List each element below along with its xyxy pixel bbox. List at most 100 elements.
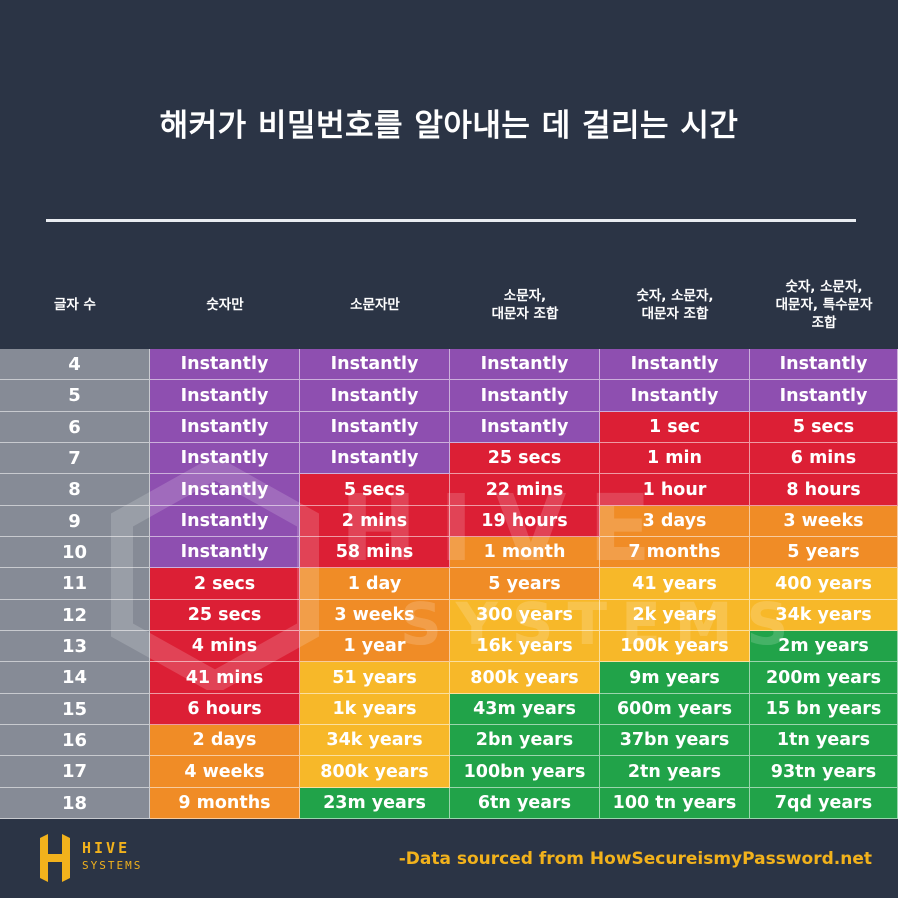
column-header-4: 숫자, 소문자, 대문자 조합 bbox=[636, 288, 714, 322]
table-cell: 23m years bbox=[300, 788, 450, 819]
table-cell: Instantly bbox=[600, 380, 750, 412]
table-cell: 34k years bbox=[750, 600, 898, 631]
table-cell: 7 months bbox=[600, 537, 750, 568]
table-cell: 1 hour bbox=[600, 474, 750, 506]
table-cell: 5 secs bbox=[300, 474, 450, 506]
table-cell: 1 month bbox=[450, 537, 600, 568]
table-cell: 800k years bbox=[450, 662, 600, 694]
table-cell: 6 mins bbox=[750, 443, 898, 474]
table-cell: 41 years bbox=[600, 568, 750, 600]
table-cell: 3 days bbox=[600, 506, 750, 537]
column-header-3: 소문자, 대문자 조합 bbox=[491, 288, 559, 322]
table-cell: Instantly bbox=[150, 349, 300, 380]
table-cell: 200m years bbox=[750, 662, 898, 694]
table-cell: 2 secs bbox=[150, 568, 300, 600]
table-cell: Instantly bbox=[150, 474, 300, 506]
table-cell: 7qd years bbox=[750, 788, 898, 819]
table-cell: 4 mins bbox=[150, 631, 300, 662]
row-label: 11 bbox=[0, 568, 150, 600]
table-cell: 1 year bbox=[300, 631, 450, 662]
row-label: 16 bbox=[0, 725, 150, 756]
column-header-1: 숫자만 bbox=[206, 297, 244, 313]
table-cell: 6 hours bbox=[150, 694, 300, 725]
table-cell: 2 days bbox=[150, 725, 300, 756]
table-cell: 25 secs bbox=[150, 600, 300, 631]
table-cell: 34k years bbox=[300, 725, 450, 756]
table-cell: Instantly bbox=[150, 537, 300, 568]
table-cell: 1k years bbox=[300, 694, 450, 725]
table-cell: 2k years bbox=[600, 600, 750, 631]
table-cell: Instantly bbox=[450, 412, 600, 443]
table-cell: 6tn years bbox=[450, 788, 600, 819]
table-cell: 93tn years bbox=[750, 756, 898, 788]
table-cell: Instantly bbox=[300, 443, 450, 474]
table-cell: 100bn years bbox=[450, 756, 600, 788]
row-label: 4 bbox=[0, 349, 150, 380]
table-cell: 25 secs bbox=[450, 443, 600, 474]
chart-title: 해커가 비밀번호를 알아내는 데 걸리는 시간 bbox=[159, 108, 739, 144]
password-table: 4 Instantly Instantly Instantly Instantly Ins… bbox=[0, 349, 898, 819]
table-cell: 3 weeks bbox=[750, 506, 898, 537]
table-cell: 1 sec bbox=[600, 412, 750, 443]
table-cell: 41 mins bbox=[150, 662, 300, 694]
column-header-5: 숫자, 소문자, 대문자, 특수문자 조합 bbox=[775, 279, 873, 331]
column-header-2: 소문자만 bbox=[350, 297, 400, 313]
row-label: 14 bbox=[0, 662, 150, 694]
row-label: 7 bbox=[0, 443, 150, 474]
row-label: 15 bbox=[0, 694, 150, 725]
row-label: 8 bbox=[0, 474, 150, 506]
table-cell: Instantly bbox=[150, 443, 300, 474]
table-cell: Instantly bbox=[750, 349, 898, 380]
table-cell: 15 bn years bbox=[750, 694, 898, 725]
data-source: -Data sourced from HowSecureismyPassword… bbox=[398, 849, 872, 869]
table-cell: 800k years bbox=[300, 756, 450, 788]
row-label: 18 bbox=[0, 788, 150, 819]
table-cell: 37bn years bbox=[600, 725, 750, 756]
table-cell: 5 secs bbox=[750, 412, 898, 443]
title-divider bbox=[46, 219, 856, 222]
logo-subtitle: SYSTEMS bbox=[82, 859, 143, 872]
table-cell: Instantly bbox=[450, 380, 600, 412]
table-cell: Instantly bbox=[150, 506, 300, 537]
table-cell: 9 months bbox=[150, 788, 300, 819]
table-cell: 51 years bbox=[300, 662, 450, 694]
table-cell: 2tn years bbox=[600, 756, 750, 788]
table-cell: 8 hours bbox=[750, 474, 898, 506]
table-cell: Instantly bbox=[750, 380, 898, 412]
row-label: 13 bbox=[0, 631, 150, 662]
table-cell: Instantly bbox=[150, 412, 300, 443]
table-cell: Instantly bbox=[600, 349, 750, 380]
table-cell: 1 day bbox=[300, 568, 450, 600]
table-cell: Instantly bbox=[150, 380, 300, 412]
table-cell: 58 mins bbox=[300, 537, 450, 568]
row-label: 10 bbox=[0, 537, 150, 568]
table-cell: 600m years bbox=[600, 694, 750, 725]
row-label: 17 bbox=[0, 756, 150, 788]
row-label: 9 bbox=[0, 506, 150, 537]
row-label: 5 bbox=[0, 380, 150, 412]
table-cell: 19 hours bbox=[450, 506, 600, 537]
table-cell: Instantly bbox=[450, 349, 600, 380]
row-label: 12 bbox=[0, 600, 150, 631]
table-cell: Instantly bbox=[300, 380, 450, 412]
hive-systems-logo: HIVE SYSTEMS bbox=[34, 832, 164, 886]
table-cell: 400 years bbox=[750, 568, 898, 600]
table-cell: 2bn years bbox=[450, 725, 600, 756]
table-cell: 1tn years bbox=[750, 725, 898, 756]
table-cell: Instantly bbox=[300, 412, 450, 443]
column-header-0: 글자 수 bbox=[54, 297, 96, 313]
table-cell: 5 years bbox=[750, 537, 898, 568]
row-label: 6 bbox=[0, 412, 150, 443]
table-cell: 22 mins bbox=[450, 474, 600, 506]
table-cell: 9m years bbox=[600, 662, 750, 694]
table-cell: 100 tn years bbox=[600, 788, 750, 819]
table-cell: 5 years bbox=[450, 568, 600, 600]
table-cell: 300 years bbox=[450, 600, 600, 631]
table-cell: 4 weeks bbox=[150, 756, 300, 788]
table-cell: 2m years bbox=[750, 631, 898, 662]
table-cell: Instantly bbox=[300, 349, 450, 380]
table-cell: 16k years bbox=[450, 631, 600, 662]
table-cell: 100k years bbox=[600, 631, 750, 662]
table-cell: 3 weeks bbox=[300, 600, 450, 631]
hive-logo-icon bbox=[40, 834, 70, 882]
